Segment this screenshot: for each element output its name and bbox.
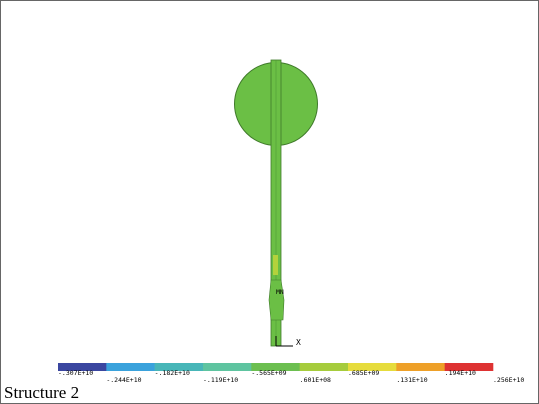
node-label: MN bbox=[276, 288, 284, 296]
stem-bulge bbox=[269, 280, 284, 320]
legend-label: .601E+08 bbox=[300, 376, 331, 384]
legend-label: -.244E+10 bbox=[106, 376, 141, 384]
axis-label: X bbox=[296, 338, 301, 347]
legend-label: -.307E+10 bbox=[58, 369, 93, 377]
hot-spot bbox=[273, 255, 278, 275]
legend-label: .194E+10 bbox=[445, 369, 476, 377]
legend-label: .256E+10 bbox=[493, 376, 524, 384]
legend-label: -.119E+10 bbox=[203, 376, 238, 384]
page: MN X -.307E+10 -.244E+10 -.182E+10 -.119E+1… bbox=[0, 0, 539, 404]
legend-label: -.182E+10 bbox=[155, 369, 190, 377]
legend-label: .131E+10 bbox=[396, 376, 427, 384]
caption: Structure 2 bbox=[4, 383, 79, 402]
legend-swatch bbox=[300, 363, 349, 371]
legend-swatch bbox=[396, 363, 445, 371]
legend-swatch bbox=[106, 363, 155, 371]
contour-plot: MN X -.307E+10 -.244E+10 -.182E+10 -.119E+1… bbox=[0, 0, 539, 404]
legend-swatch bbox=[203, 363, 252, 371]
legend-label: .685E+09 bbox=[348, 369, 379, 377]
legend-label: -.565E+09 bbox=[251, 369, 286, 377]
frame bbox=[1, 1, 539, 404]
